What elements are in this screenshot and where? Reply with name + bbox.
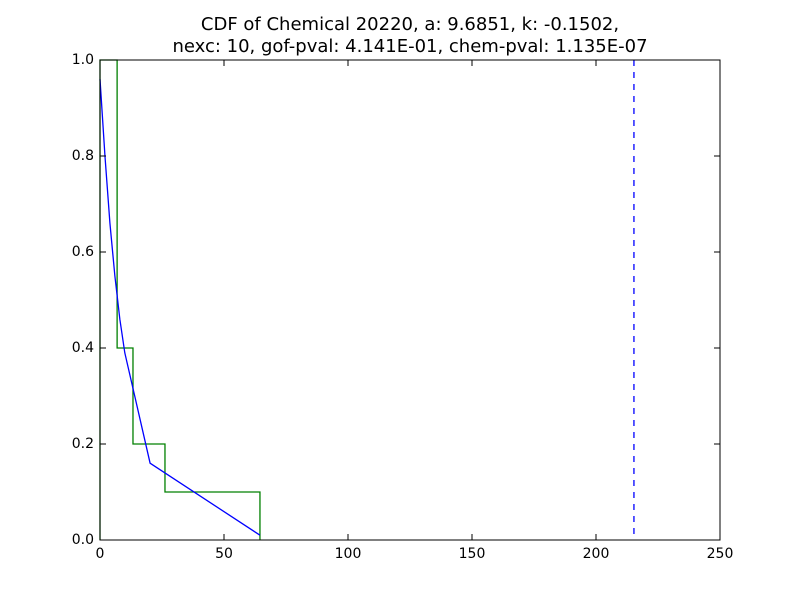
x-tick-label: 100 bbox=[335, 546, 362, 562]
x-tick-label: 50 bbox=[215, 546, 233, 562]
y-tick-label: 0.8 bbox=[72, 148, 94, 164]
chart-title: nexc: 10, gof-pval: 4.141E-01, chem-pval… bbox=[172, 36, 647, 57]
x-tick-label: 150 bbox=[459, 546, 486, 562]
data-line bbox=[99, 79, 261, 536]
chart-title: CDF of Chemical 20220, a: 9.6851, k: -0.… bbox=[201, 14, 619, 35]
x-tick-label: 250 bbox=[707, 546, 734, 562]
y-tick-label: 0.4 bbox=[72, 340, 94, 356]
x-tick-label: 200 bbox=[583, 546, 610, 562]
y-tick-label: 1.0 bbox=[72, 52, 94, 68]
data-line bbox=[99, 59, 261, 540]
y-tick-label: 0.2 bbox=[72, 436, 94, 452]
y-tick-label: 0.6 bbox=[72, 244, 94, 260]
plot-frame bbox=[99, 59, 721, 541]
y-tick-label: 0.0 bbox=[72, 532, 94, 548]
x-tick-label: 0 bbox=[96, 546, 105, 562]
